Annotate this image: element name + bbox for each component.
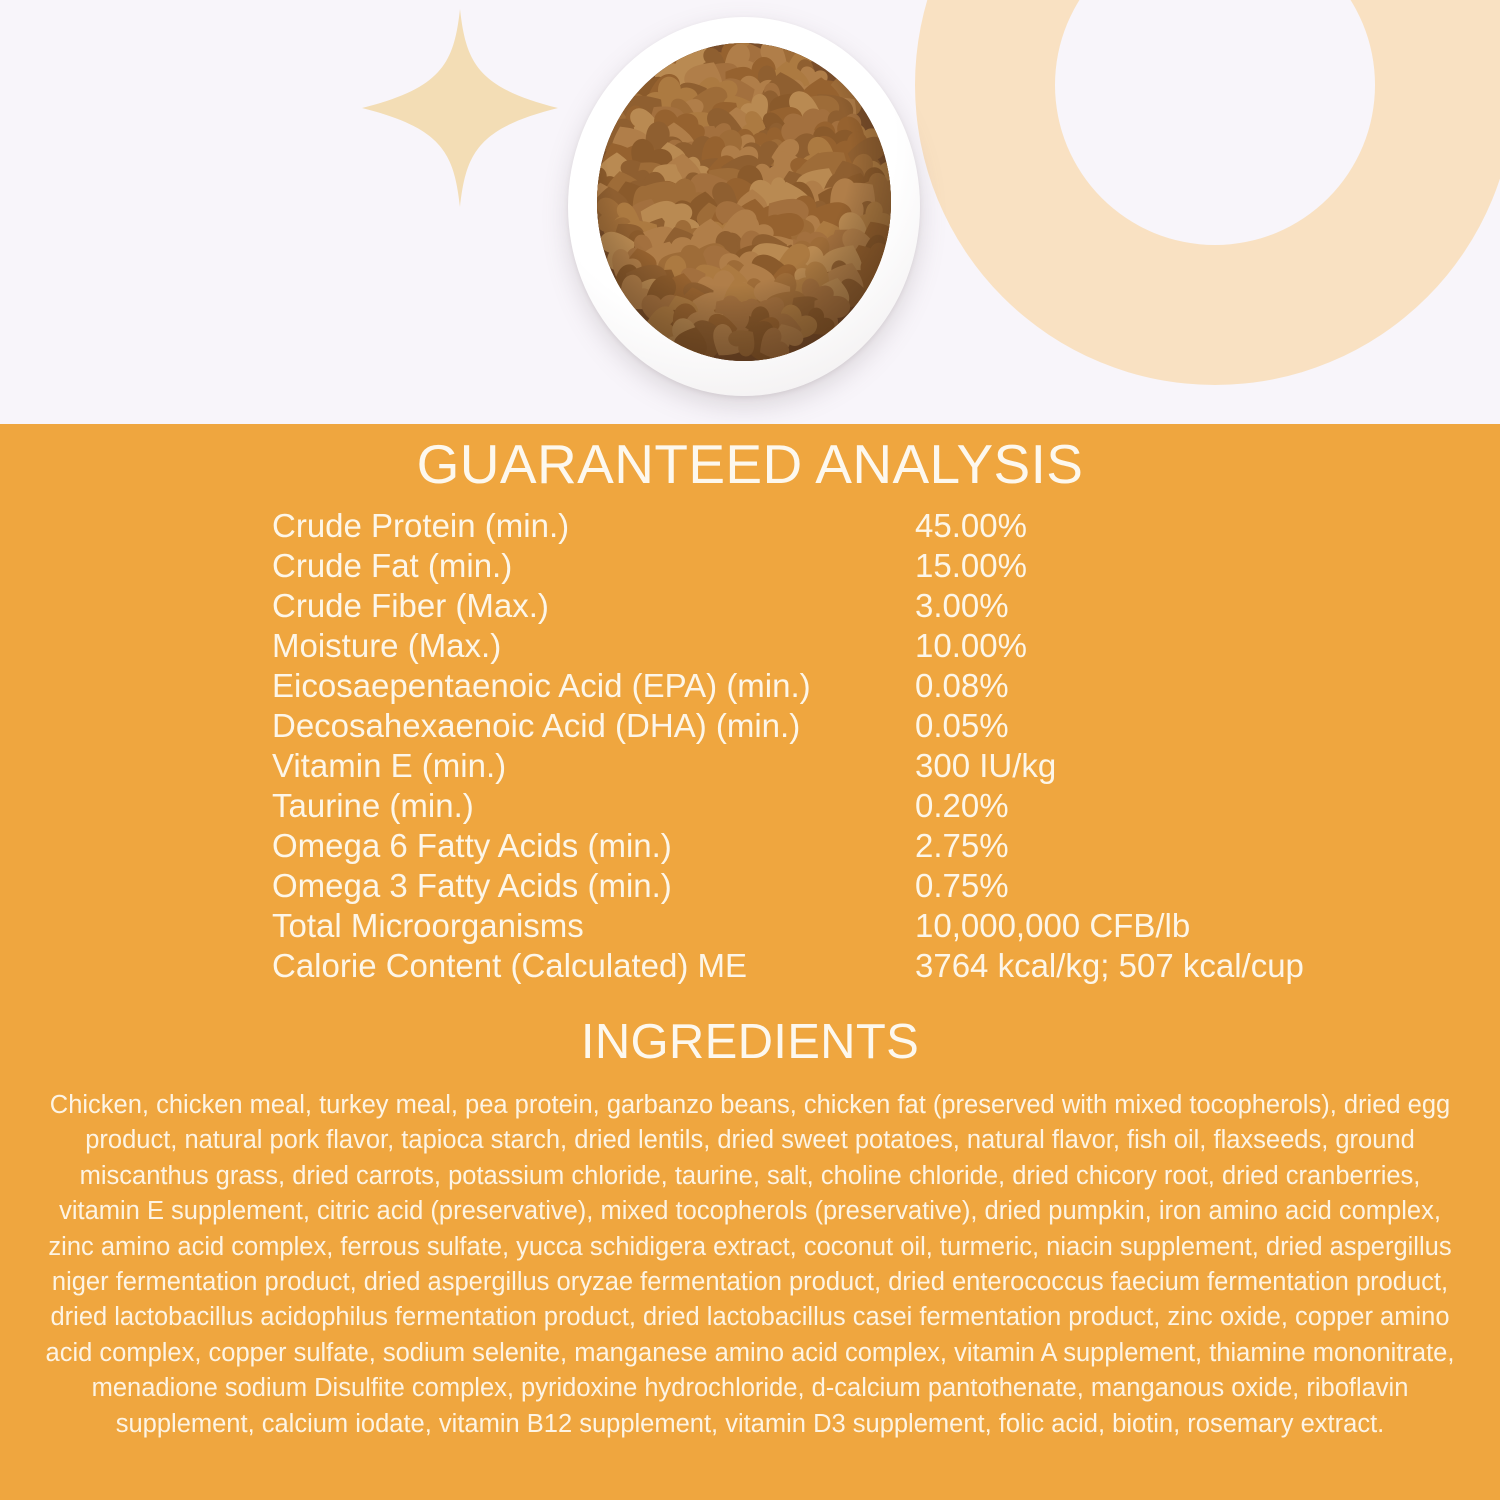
analysis-row: Moisture (Max.) 10.00% [272,626,1452,666]
pet-food-bowl-photo [568,17,920,396]
guaranteed-analysis-table: Crude Protein (min.) 45.00% Crude Fat (min… [272,506,1452,986]
analysis-row-label: Omega 6 Fatty Acids (min.) [272,827,672,864]
analysis-row-label: Crude Fat (min.) [272,547,513,584]
analysis-row-value: 15.00% [915,547,1027,584]
analysis-row-value: 0.08% [915,667,1009,704]
analysis-row: Calorie Content (Calculated) ME 3764 kcal… [272,946,1452,986]
analysis-row-value: 0.20% [915,787,1009,824]
analysis-row-label: Crude Fiber (Max.) [272,587,549,624]
four-point-sparkle-icon [362,9,558,207]
analysis-row: Crude Fiber (Max.) 3.00% [272,586,1452,626]
analysis-row-label: Decosahexaenoic Acid (DHA) (min.) [272,707,801,744]
analysis-row: Vitamin E (min.) 300 IU/kg [272,746,1452,786]
analysis-row-value: 10.00% [915,627,1027,664]
analysis-row-label: Calorie Content (Calculated) ME [272,947,748,984]
guaranteed-analysis-heading: GUARANTEED ANALYSIS [416,433,1084,495]
analysis-row-value: 0.75% [915,867,1009,904]
analysis-row-value: 45.00% [915,507,1027,544]
analysis-row: Crude Fat (min.) 15.00% [272,546,1452,586]
analysis-row-label: Eicosaepentaenoic Acid (EPA) (min.) [272,667,811,704]
analysis-row-value: 10,000,000 CFB/lb [915,907,1191,944]
analysis-row: Crude Protein (min.) 45.00% [272,506,1452,546]
hero-image-band [0,0,1500,424]
analysis-row: Omega 6 Fatty Acids (min.) 2.75% [272,826,1452,866]
ingredients-body-text: Chicken, chicken meal, turkey meal, pea … [45,1091,1455,1438]
analysis-row: Eicosaepentaenoic Acid (EPA) (min.) 0.08% [272,666,1452,706]
analysis-row-label: Omega 3 Fatty Acids (min.) [272,867,672,904]
ring-shape-icon [915,0,1500,385]
analysis-row-value: 0.05% [915,707,1009,744]
analysis-row-value: 3.00% [915,587,1009,624]
heart-shaped-kibble [597,43,891,361]
analysis-row-value: 2.75% [915,827,1009,864]
analysis-row-label: Vitamin E (min.) [272,747,507,784]
nutrition-panel: GUARANTEED ANALYSIS Crude Protein (min.)… [0,424,1500,1500]
analysis-row-label: Crude Protein (min.) [272,507,570,544]
analysis-row: Omega 3 Fatty Acids (min.) 0.75% [272,866,1452,906]
analysis-row: Decosahexaenoic Acid (DHA) (min.) 0.05% [272,706,1452,746]
analysis-row: Total Microorganisms 10,000,000 CFB/lb [272,906,1452,946]
analysis-row-label: Total Microorganisms [272,907,584,944]
ingredients-heading: INGREDIENTS [580,1015,920,1069]
analysis-row-label: Moisture (Max.) [272,627,502,664]
analysis-row-label: Taurine (min.) [272,787,474,824]
analysis-row-value: 3764 kcal/kg; 507 kcal/cup [915,947,1304,984]
analysis-row: Taurine (min.) 0.20% [272,786,1452,826]
analysis-row-value: 300 IU/kg [915,747,1057,784]
